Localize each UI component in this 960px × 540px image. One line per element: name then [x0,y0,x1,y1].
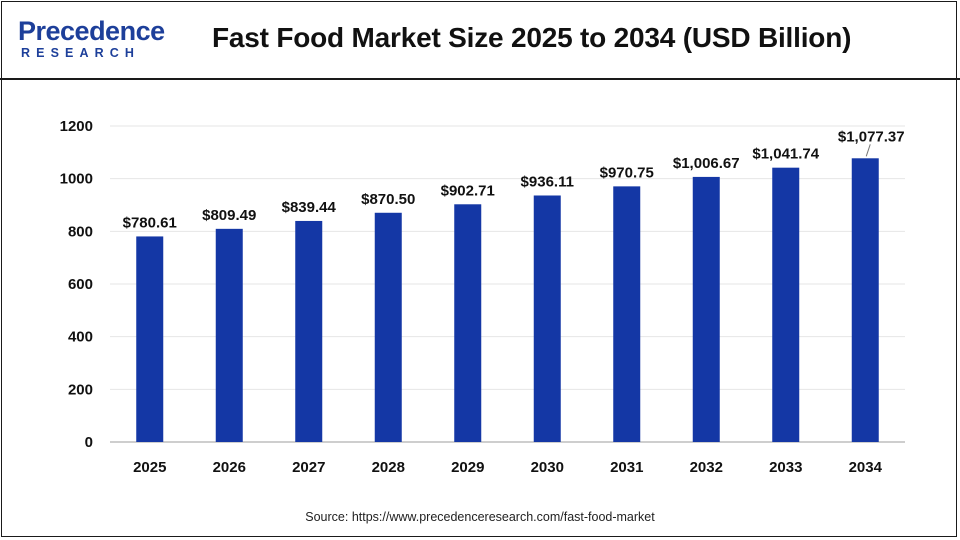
data-label: $970.75 [600,164,654,181]
bar-2027 [295,220,323,442]
bar-2032 [692,176,720,443]
logo-sub-text: RESEARCH [21,46,140,60]
bar-2030 [533,195,561,442]
bar-2026 [215,228,243,442]
x-tick-label: 2026 [213,459,246,476]
data-label: $1,077.37 [838,128,905,145]
data-label: $809.49 [202,207,256,224]
bar-2033 [772,167,800,442]
y-tick-label: 1200 [60,118,93,135]
logo-main-text: Precedence [18,16,165,46]
bar-2025 [136,236,164,442]
y-tick-label: 800 [68,223,93,240]
x-tick-label: 2030 [531,459,564,476]
y-tick-label: 200 [68,381,93,398]
y-tick-label: 1000 [60,171,93,188]
x-tick-label: 2032 [690,459,723,476]
x-tick-label: 2028 [372,459,405,476]
bar-2028 [374,212,402,442]
x-tick-label: 2033 [769,459,802,476]
data-label: $1,006.67 [673,155,740,172]
x-tick-label: 2027 [292,459,325,476]
bar-2029 [454,204,482,442]
x-tick-label: 2025 [133,459,166,476]
data-label: $936.11 [521,173,574,190]
data-label-leader [865,144,871,157]
bars [136,158,879,443]
x-tick-label: 2031 [610,459,643,476]
y-tick-label: 0 [85,434,93,451]
data-label: $870.50 [361,191,415,208]
data-labels: $780.61 $809.49 $839.44 $870.50 $902.71 $936.… [123,128,905,231]
y-axis-ticks: 0 200 400 600 800 1000 1200 [60,118,93,451]
y-tick-label: 400 [68,329,93,346]
bar-2034 [851,158,879,442]
brand-logo: Precedence RESEARCH [18,16,168,64]
x-tick-label: 2034 [849,459,883,476]
header: Precedence RESEARCH Fast Food Market Siz… [0,0,960,80]
x-tick-label: 2029 [451,459,484,476]
x-axis-ticks: 2025 2026 2027 2028 2029 2030 2031 2032 2033 2034 [133,459,883,476]
chart-title: Fast Food Market Size 2025 to 2034 (USD … [212,22,852,53]
data-label: $902.71 [441,182,495,199]
data-label: $1,041.74 [752,146,819,163]
y-tick-label: 600 [68,276,93,293]
bar-2031 [613,186,641,442]
data-label: $839.44 [282,199,337,216]
source-note: Source: https://www.precedenceresearch.c… [305,510,655,524]
data-label: $780.61 [123,214,177,231]
